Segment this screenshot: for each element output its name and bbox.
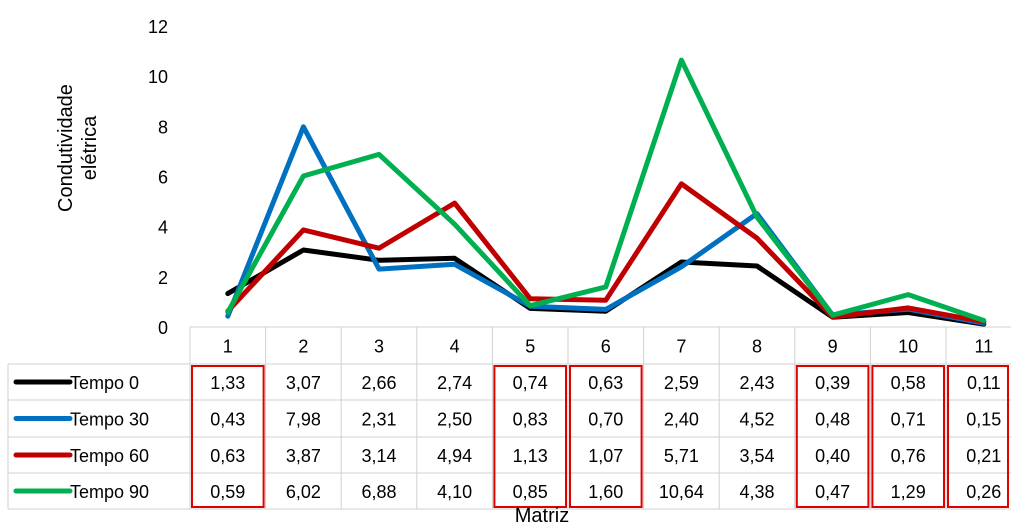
y-tick-label: 10: [148, 67, 168, 87]
y-tick-label: 4: [158, 218, 168, 238]
x-tick-label: 10: [898, 337, 918, 357]
data-label: 0,85: [513, 482, 548, 502]
series-line-tempo-60: [225, 181, 987, 325]
data-label: 0,71: [891, 410, 926, 430]
highlight-boxes: [191, 365, 1009, 508]
data-label: 0,11: [967, 373, 1001, 393]
x-tick-label: 2: [298, 337, 308, 357]
x-tick-label: 9: [828, 337, 838, 357]
data-label: 1,29: [891, 482, 926, 502]
data-label: 0,76: [891, 446, 926, 466]
data-label: 1,07: [588, 446, 623, 466]
data-label: 4,94: [437, 446, 472, 466]
data-label: 0,15: [966, 410, 1001, 430]
data-label: 0,40: [815, 446, 850, 466]
highlight-box: [947, 365, 1009, 508]
x-tick-label: 11: [974, 337, 993, 357]
legend-label: Tempo 0: [70, 373, 139, 393]
data-label: 2,50: [437, 410, 472, 430]
data-label: 5,71: [664, 446, 699, 466]
series-line-tempo-30: [225, 124, 987, 326]
data-label: 1,33: [210, 373, 245, 393]
y-tick-label: 0: [158, 318, 168, 338]
data-label: 2,43: [739, 373, 774, 393]
highlight-box: [569, 365, 643, 508]
highlight-box: [795, 365, 870, 508]
data-label: 6,88: [361, 482, 396, 502]
data-label: 0,74: [513, 373, 548, 393]
y-axis-title-line: Condutividade: [55, 84, 77, 212]
y-axis-label: Condutividade elétrica: [55, 84, 101, 212]
series-line-tempo-90: [225, 57, 987, 323]
data-label: 2,66: [361, 373, 396, 393]
data-label: 1,60: [588, 482, 623, 502]
data-label: 2,59: [664, 373, 699, 393]
x-tick-label: 3: [374, 337, 384, 357]
data-label: 3,54: [739, 446, 774, 466]
y-tick-label: 12: [148, 17, 168, 37]
legend-label: Tempo 30: [70, 410, 149, 430]
data-label: 0,47: [815, 482, 850, 502]
x-tick-label: 7: [676, 337, 686, 357]
data-label: 0,63: [588, 373, 623, 393]
highlight-box: [871, 365, 946, 508]
legend-label: Tempo 90: [70, 482, 149, 502]
data-label: 0,58: [891, 373, 926, 393]
data-label: 0,63: [210, 446, 245, 466]
data-label: 6,02: [286, 482, 321, 502]
y-axis-title: Condutividade elétrica: [55, 84, 101, 212]
data-label: 0,43: [210, 410, 245, 430]
y-tick-label: 2: [158, 268, 168, 288]
x-tick-label: 5: [525, 337, 535, 357]
data-label: 0,26: [966, 482, 1001, 502]
data-label: 3,07: [286, 373, 321, 393]
data-label: 0,39: [815, 373, 850, 393]
data-label: 2,31: [361, 410, 396, 430]
series-lines: [225, 57, 987, 327]
data-label: 0,83: [513, 410, 548, 430]
legend-label: Tempo 60: [70, 446, 149, 466]
data-label: 0,48: [815, 410, 850, 430]
data-label: 0,59: [210, 482, 245, 502]
x-tick-label: 8: [752, 337, 762, 357]
data-label: 4,52: [739, 410, 774, 430]
x-tick-label: 4: [450, 337, 460, 357]
data-label: 7,98: [286, 410, 321, 430]
data-label: 2,40: [664, 410, 699, 430]
data-label: 3,14: [361, 446, 396, 466]
data-table: 1 2 3 4 5 6 7 8 9 10 11 Tempo 0 1,33 3,07 2,66 2,74 0,74…: [7, 326, 1011, 510]
data-label: 4,38: [739, 482, 774, 502]
highlight-box: [191, 365, 265, 508]
data-label: 3,87: [286, 446, 321, 466]
x-tick-label: 6: [601, 337, 611, 357]
y-axis-title-line: elétrica: [79, 115, 101, 180]
data-label: 1,13: [513, 446, 548, 466]
y-axis-ticks: 0 2 4 6 8 10 12: [148, 17, 168, 338]
data-label: 4,10: [437, 482, 472, 502]
data-label: 0,21: [966, 446, 1001, 466]
x-axis-label: Matriz: [515, 505, 569, 527]
y-tick-label: 8: [158, 117, 168, 137]
data-label: 0,70: [588, 410, 623, 430]
data-label: 10,64: [659, 482, 704, 502]
y-tick-label: 6: [158, 168, 168, 188]
data-label: 2,74: [437, 373, 472, 393]
x-tick-label: 1: [223, 337, 233, 357]
highlight-box: [493, 365, 567, 508]
